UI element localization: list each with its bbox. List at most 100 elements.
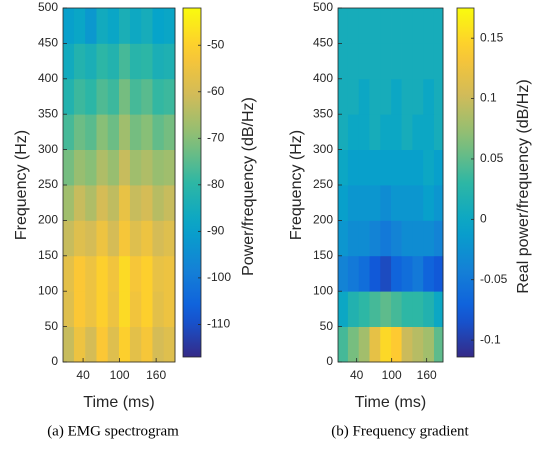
y-tick-label: 400 [38, 71, 58, 85]
y-tick-label: 350 [38, 106, 58, 120]
heatmap-cell [401, 8, 413, 44]
y-axis-label: Frequency (Hz) [13, 130, 30, 240]
heatmap-cell [347, 185, 360, 221]
heatmap-cell [358, 8, 370, 44]
heatmap-cell [129, 255, 142, 292]
heatmap-cell [152, 78, 165, 115]
heatmap-cell [152, 326, 165, 363]
heatmap-cell [391, 220, 402, 257]
heatmap-cell [85, 185, 97, 221]
heatmap-cell [163, 8, 176, 44]
heatmap-cell [358, 220, 370, 257]
heatmap-cell [391, 43, 402, 80]
heatmap-cell [369, 255, 381, 292]
heatmap-cell [391, 255, 402, 292]
heatmap-cell [380, 220, 392, 257]
x-axis-label: Time (ms) [83, 394, 154, 411]
y-tick-label: 150 [38, 248, 58, 262]
y-axis-label: Frequency (Hz) [288, 130, 305, 240]
heatmap-cell [412, 185, 424, 221]
y-tick-label: 250 [313, 177, 333, 191]
heatmap-cell [391, 185, 402, 221]
y-tick-label: 350 [313, 106, 333, 120]
y-tick-label: 100 [313, 283, 333, 297]
heatmap-cell [96, 326, 109, 363]
heatmap-cell [73, 43, 86, 80]
heatmap-cell [347, 291, 360, 327]
caption: (b) Frequency gradient [331, 423, 469, 439]
heatmap-cell [73, 255, 86, 292]
heatmap-cell [338, 149, 349, 186]
heatmap-cell [338, 220, 349, 257]
heatmap-cell [129, 114, 142, 150]
heatmap-cell [141, 291, 153, 327]
heatmap-cell [412, 220, 424, 257]
heatmap-cell [63, 78, 75, 115]
heatmap-cell [163, 326, 176, 363]
heatmap-cell [433, 185, 444, 221]
heatmap-cell [358, 185, 370, 221]
heatmap-cell [73, 220, 86, 257]
heatmap-cell [119, 220, 131, 257]
heatmap-cell [423, 291, 435, 327]
heatmap-cell [96, 255, 109, 292]
heatmap-cell [73, 326, 86, 363]
caption: (a) EMG spectrogram [47, 423, 179, 439]
heatmap-cell [433, 43, 444, 80]
heatmap-cell [96, 43, 109, 80]
heatmap-cell [380, 149, 392, 186]
colorbar-tick-label: -100 [207, 270, 231, 284]
heatmap-cell [129, 291, 142, 327]
heatmap-cell [119, 8, 131, 44]
colorbar-tick-label: -110 [207, 317, 230, 331]
y-tick-label: 400 [313, 71, 333, 85]
colorbar-tick-label: -50 [207, 37, 225, 51]
heatmap-cell [152, 8, 165, 44]
y-tick-label: 450 [313, 36, 333, 50]
heatmap-cell [347, 149, 360, 186]
heatmap-cell [338, 291, 349, 327]
heatmap-cell [152, 185, 165, 221]
heatmap-cell [96, 78, 109, 115]
heatmap-cell [141, 8, 153, 44]
heatmap-cell [141, 149, 153, 186]
heatmap-cell [369, 326, 381, 363]
x-tick-label: 100 [382, 368, 402, 382]
heatmap-cell [423, 255, 435, 292]
y-tick-label: 300 [38, 142, 58, 156]
y-tick-label: 200 [38, 213, 58, 227]
heatmap-cell [369, 185, 381, 221]
heatmap-cell [401, 255, 413, 292]
heatmap-cell [141, 220, 153, 257]
heatmap-cell [107, 8, 120, 44]
heatmap-cell [129, 220, 142, 257]
heatmap-cell [141, 78, 153, 115]
heatmap-cell [338, 185, 349, 221]
heatmap-cell [433, 78, 444, 115]
heatmap-cell [163, 255, 176, 292]
heatmap-cell [391, 149, 402, 186]
heatmap-cell [63, 8, 75, 44]
heatmap-cell [369, 43, 381, 80]
heatmap-cell [107, 291, 120, 327]
heatmap-cell [163, 185, 176, 221]
heatmap-cell [73, 8, 86, 44]
heatmap-cell [358, 78, 370, 115]
heatmap-cell [347, 43, 360, 80]
heatmap-cell [163, 43, 176, 80]
heatmap-cell [347, 220, 360, 257]
colorbar-tick-label: 0.15 [480, 30, 504, 44]
heatmap-cell [119, 326, 131, 363]
heatmap-cell [380, 8, 392, 44]
heatmap-cell [391, 8, 402, 44]
y-tick-label: 0 [326, 354, 333, 368]
heatmap-cell [85, 326, 97, 363]
heatmap-cell [107, 326, 120, 363]
heatmap-cell [358, 255, 370, 292]
heatmap-cell [412, 114, 424, 150]
x-tick-label: 40 [76, 368, 90, 382]
heatmap-cell [369, 220, 381, 257]
colorbar-tick-label: 0.1 [480, 91, 497, 105]
heatmap-cell [119, 78, 131, 115]
